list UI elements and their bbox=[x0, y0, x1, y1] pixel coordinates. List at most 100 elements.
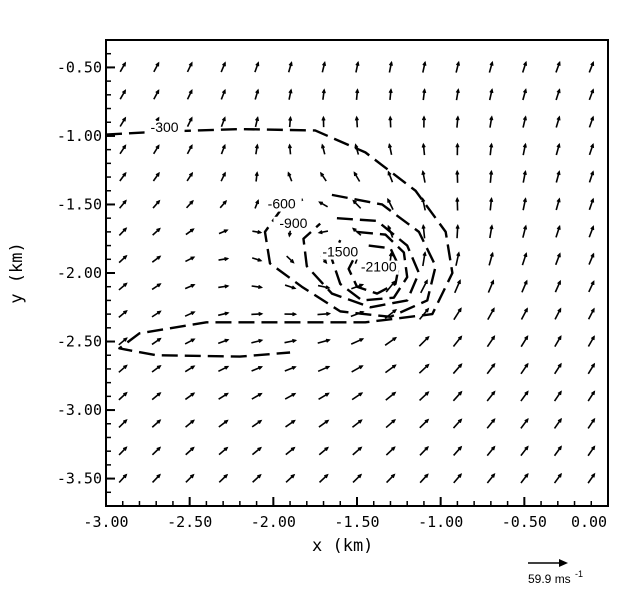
y-tick-label: -1.50 bbox=[57, 195, 102, 213]
vector-arrow bbox=[151, 419, 162, 428]
contour-line bbox=[347, 244, 401, 295]
vector-arrow bbox=[284, 338, 298, 344]
vector-arrow bbox=[520, 307, 528, 320]
vector-arrow bbox=[350, 338, 365, 345]
vector-arrow bbox=[352, 199, 362, 209]
vector-arrow bbox=[285, 473, 296, 483]
vector-arrow bbox=[351, 365, 364, 373]
reference-vector-label: 59.9 ms bbox=[528, 572, 571, 586]
x-tick-label: -1.50 bbox=[334, 513, 379, 531]
vector-arrow bbox=[218, 419, 229, 428]
vector-arrow bbox=[254, 61, 260, 73]
vector-arrow bbox=[385, 418, 396, 429]
vector-arrow bbox=[421, 142, 426, 156]
vector-arrow bbox=[385, 280, 396, 293]
vector-arrow bbox=[421, 197, 426, 211]
vector-arrow bbox=[118, 391, 128, 401]
vector-arrow bbox=[251, 284, 264, 290]
vector-arrow bbox=[318, 473, 329, 483]
vector-arrow bbox=[520, 472, 529, 484]
vector-arrow bbox=[555, 142, 561, 156]
vector-arrow bbox=[522, 115, 527, 128]
vector-arrow bbox=[355, 88, 360, 100]
vector-arrow bbox=[220, 171, 226, 182]
vector-arrow bbox=[151, 364, 162, 373]
vector-arrow bbox=[184, 365, 196, 373]
vector-arrow bbox=[118, 199, 127, 209]
vector-arrow bbox=[321, 115, 326, 128]
vector-arrow bbox=[152, 227, 161, 236]
vector-arrow bbox=[118, 282, 128, 291]
plot-frame bbox=[105, 39, 609, 507]
vector-arrow bbox=[153, 89, 160, 100]
vector-arrow bbox=[351, 392, 364, 401]
x-tick-label: -0.50 bbox=[502, 513, 547, 531]
vector-arrow bbox=[152, 144, 160, 155]
contour-label: -1500 bbox=[322, 244, 358, 260]
vector-arrow bbox=[455, 60, 460, 73]
vector-arrow bbox=[486, 445, 496, 457]
vector-arrow bbox=[218, 229, 229, 235]
contour-labels: -300 -600 -900 -1500-2100 bbox=[144, 119, 399, 275]
vector-arrow bbox=[354, 115, 359, 128]
vector-arrow bbox=[487, 279, 495, 293]
vector-arrow bbox=[588, 142, 595, 156]
vector-arrow bbox=[252, 230, 263, 235]
reference-vector-unit-superscript: -1 bbox=[575, 569, 583, 579]
contour-label: -900 bbox=[279, 215, 307, 231]
vector-arrow bbox=[553, 472, 562, 484]
vector-arrow bbox=[486, 418, 496, 429]
contour-label: -600 bbox=[268, 196, 296, 212]
vector-arrow bbox=[455, 115, 460, 128]
vector-arrow bbox=[251, 419, 263, 428]
vector-arrow bbox=[317, 284, 331, 290]
vector-arrow bbox=[317, 365, 331, 373]
vector-arrow bbox=[318, 392, 330, 400]
vector-arrow bbox=[588, 252, 595, 265]
vector-arrow bbox=[387, 170, 394, 183]
vector-arrow bbox=[286, 255, 295, 264]
vector-arrow bbox=[486, 473, 496, 484]
vector-arrow bbox=[185, 446, 195, 456]
vector-arrow bbox=[284, 392, 297, 400]
vector-arrow bbox=[422, 251, 427, 267]
y-tick-label: -0.50 bbox=[57, 58, 102, 76]
vector-arrow bbox=[184, 284, 196, 290]
vector-arrow bbox=[254, 88, 260, 100]
vector-arrow bbox=[455, 224, 460, 239]
vector-arrow bbox=[321, 61, 327, 73]
vector-arrow bbox=[388, 60, 393, 73]
x-tick-label: -3.00 bbox=[83, 513, 128, 531]
y-tick-label: -2.00 bbox=[57, 264, 102, 282]
vector-arrow bbox=[588, 115, 595, 128]
vector-arrow bbox=[588, 61, 595, 73]
vector-arrow bbox=[520, 390, 529, 402]
vector-arrow bbox=[555, 224, 561, 238]
vector-arrow bbox=[119, 61, 126, 73]
vector-arrow bbox=[384, 336, 398, 346]
vector-arrow bbox=[351, 419, 363, 428]
vector-arrow bbox=[251, 338, 264, 344]
vector-arrow bbox=[489, 142, 494, 156]
vector-arrow bbox=[186, 144, 193, 155]
vector-arrow bbox=[355, 60, 360, 73]
vector-arrow bbox=[254, 171, 259, 182]
vector-arrow bbox=[218, 365, 230, 373]
vector-arrow bbox=[520, 335, 529, 348]
vector-arrow bbox=[455, 251, 461, 266]
vector-arrow bbox=[455, 88, 460, 101]
vector-arrow bbox=[151, 283, 162, 291]
vector-arrow bbox=[421, 169, 426, 183]
vector-arrow bbox=[321, 88, 326, 100]
vector-arrow bbox=[318, 419, 330, 428]
vector-arrow bbox=[553, 390, 562, 402]
vector-arrow bbox=[452, 363, 463, 375]
vector-arrow bbox=[522, 197, 527, 211]
vector-arrow bbox=[251, 311, 264, 317]
vector-arrow bbox=[455, 169, 460, 183]
contour-label: -300 bbox=[151, 119, 179, 135]
wind-vectors bbox=[118, 60, 596, 484]
vector-arrow bbox=[587, 335, 595, 347]
vector-arrow bbox=[218, 446, 229, 456]
vector-arrow bbox=[287, 171, 293, 182]
